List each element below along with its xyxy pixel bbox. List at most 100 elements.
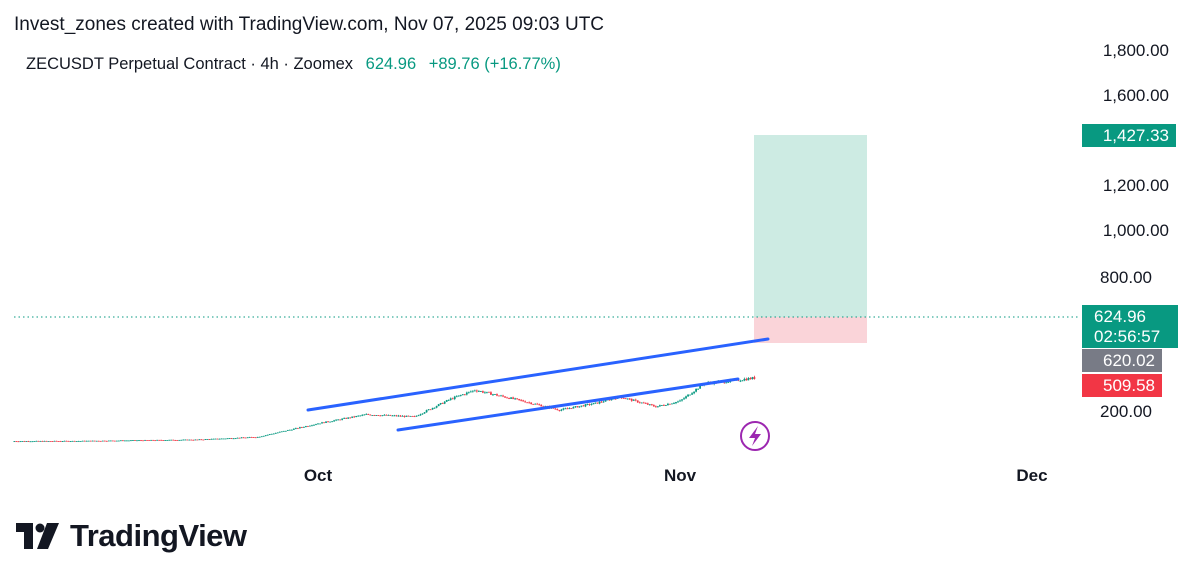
candle [47,441,50,442]
candle [170,439,173,441]
candle [661,405,663,406]
candle [220,438,223,440]
candle [162,440,165,441]
channel-upper-line[interactable] [306,337,770,412]
price-chart[interactable]: 1,800.00 1,600.00 1,200.00 1,000.00 800.… [0,0,1200,500]
lightning-icon[interactable] [740,421,770,451]
candle [405,415,408,417]
candle [23,441,26,442]
candle [463,394,466,396]
candle [435,406,438,408]
candle [624,398,627,400]
candle [17,441,20,443]
candle [57,441,60,442]
candle [391,415,394,417]
candle [586,404,589,405]
candle [144,440,146,441]
target-zone[interactable] [754,135,867,317]
candle [93,440,96,442]
candle [572,406,575,409]
candle [176,440,179,441]
candle [683,398,685,400]
candle [455,396,458,398]
y-tick-label: 1,800.00 [1103,41,1169,60]
y-tick-label: 1,000.00 [1103,221,1169,240]
candle [77,441,80,442]
candle [461,394,464,396]
candle [172,439,175,441]
candle [369,414,372,416]
candle [699,385,702,389]
candle [296,428,299,429]
candle [469,391,472,393]
candle [317,423,319,425]
candle [111,440,114,442]
candle [526,402,529,404]
candle [156,439,159,441]
candle [140,440,142,442]
candle [576,406,579,408]
candle [280,431,283,433]
candle [270,433,273,435]
current-price-label: 624.96 02:56:57 [1082,305,1178,348]
candle [494,394,496,395]
candle [570,408,573,410]
candle [29,441,32,443]
candle [665,405,667,407]
candle [39,441,42,442]
candle [516,398,518,400]
candle [13,441,16,443]
candle [558,410,561,411]
candle [598,401,601,404]
candle [646,403,649,405]
candle [636,400,639,403]
candle [105,440,108,442]
candle [622,398,625,399]
candle [190,439,193,441]
candle [329,421,331,423]
candle [449,398,452,400]
stop-zone[interactable] [754,317,867,343]
candle [443,401,446,404]
candle [25,441,28,442]
candle [351,416,354,418]
candle [560,409,563,411]
candle [192,439,195,441]
symbol-legend[interactable]: ZECUSDT Perpetual Contract · 4h · Zoomex… [26,55,561,74]
candle [337,419,340,421]
channel-lower-line[interactable] [396,377,740,432]
candle [377,415,380,416]
candle [447,399,450,401]
candle [182,439,185,441]
candle [55,440,58,442]
candle [252,437,255,438]
candle [652,405,655,407]
candle [115,440,118,442]
candle [437,404,440,407]
candle [747,378,750,381]
candle [433,407,436,409]
candle [168,439,171,441]
symbol-title: ZECUSDT Perpetual Contract · 4h · Zoomex [26,55,354,73]
candle [210,438,213,440]
candle [325,421,327,423]
candle [554,408,557,410]
candle [363,414,366,416]
candle [315,424,317,426]
candle [640,402,643,404]
tradingview-brand[interactable]: TradingView [16,518,247,554]
candles [13,375,756,443]
candle [562,408,565,410]
candle [395,415,398,417]
candle [743,378,746,381]
candle [522,400,525,402]
candle [214,438,217,440]
candle [75,441,78,442]
brand-name: TradingView [70,518,247,553]
candle [393,415,396,417]
candle [502,395,504,397]
candle [534,403,537,405]
candle [323,422,325,424]
candle [27,441,30,442]
candle [536,403,539,405]
